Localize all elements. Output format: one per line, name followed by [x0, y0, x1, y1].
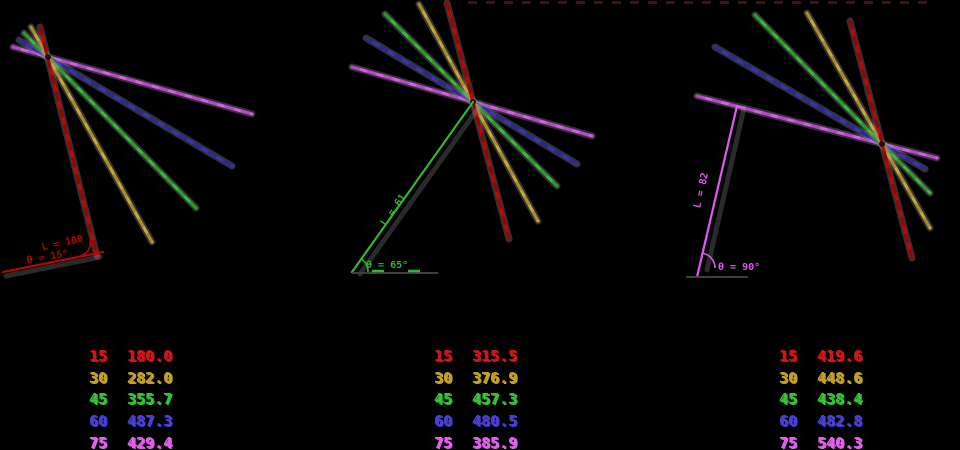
p3-angle-label: θ = 90°: [718, 262, 760, 273]
legend-row: 60 480.5: [425, 410, 565, 432]
legend-angle: 45: [778, 390, 797, 409]
panel-3-legend: 15 419.6 30 448.6 45 438.4 60 482.8 75 5…: [770, 345, 910, 450]
legend-value: 180.0: [127, 346, 173, 365]
legend-row: 30 376.9: [425, 367, 565, 389]
legend-value: 282.0: [127, 368, 173, 387]
legend-angle: 15: [778, 346, 797, 365]
legend-angle: 15: [88, 346, 107, 365]
legend-value: 429.4: [127, 434, 173, 450]
legend-angle: 60: [88, 412, 107, 431]
legend-value: 482.8: [817, 412, 863, 431]
panel-2-legend: 15 315.5 30 376.9 45 457.3 60 480.5 75 3…: [425, 345, 565, 450]
legend-angle: 45: [433, 390, 452, 409]
legend-row: 75 385.9: [425, 432, 565, 450]
legend-value: 315.5: [472, 346, 518, 365]
legend-value: 376.9: [472, 368, 518, 387]
p1-pivot-point: [45, 54, 51, 60]
p2-angle-label: θ = 65°: [366, 260, 408, 271]
legend-angle: 30: [88, 368, 107, 387]
panel-3-plot: L = 82 θ = 90°: [686, 9, 941, 279]
panel-1-legend: 15 180.0 30 282.0 45 355.7 60 487.3 75 4…: [80, 345, 220, 450]
legend-row: 15 315.5: [425, 345, 565, 367]
legend-value: 540.3: [817, 434, 863, 450]
legend-row: 30 448.6: [770, 367, 910, 389]
legend-angle: 30: [778, 368, 797, 387]
legend-value: 419.6: [817, 346, 863, 365]
legend-value: 487.3: [127, 412, 173, 431]
legend-row: 15 180.0: [80, 345, 220, 367]
legend-value: 448.6: [817, 368, 863, 387]
legend-angle: 30: [433, 368, 452, 387]
legend-angle: 60: [778, 412, 797, 431]
legend-row: 75 429.4: [80, 432, 220, 450]
legend-value: 480.5: [472, 412, 518, 431]
p3-pivot-point: [879, 141, 885, 147]
legend-row: 45 355.7: [80, 389, 220, 411]
legend-row: 45 457.3: [425, 389, 565, 411]
p1-ground-line: [1, 250, 105, 274]
p2-angle-arc: [360, 258, 369, 273]
legend-row: 60 482.8: [770, 410, 910, 432]
p3-length-label: L = 82: [692, 172, 711, 210]
legend-value: 438.4: [817, 390, 863, 409]
legend-row: 15 419.6: [770, 345, 910, 367]
legend-row: 30 282.0: [80, 367, 220, 389]
legend-value: 355.7: [127, 390, 173, 409]
legend-angle: 75: [433, 434, 452, 450]
legend-angle: 75: [778, 434, 797, 450]
legend-value: 457.3: [472, 390, 518, 409]
panel-1-plot: L = 100 θ = 15°: [1, 23, 256, 279]
p2-aux-line: [350, 100, 475, 274]
legend-row: 75 540.3: [770, 432, 910, 450]
legend-angle: 75: [88, 434, 107, 450]
legend-row: 45 438.4: [770, 389, 910, 411]
legend-angle: 45: [88, 390, 107, 409]
legend-row: 60 487.3: [80, 410, 220, 432]
legend-angle: 60: [433, 412, 452, 431]
panel-2-plot: L = 61 θ = 65°: [348, 0, 596, 277]
p3-angle-arc: [703, 252, 716, 269]
p1-angle-arc: [80, 240, 92, 257]
p3-aux-line: [695, 104, 739, 279]
legend-value: 385.9: [472, 434, 518, 450]
legend-angle: 15: [433, 346, 452, 365]
